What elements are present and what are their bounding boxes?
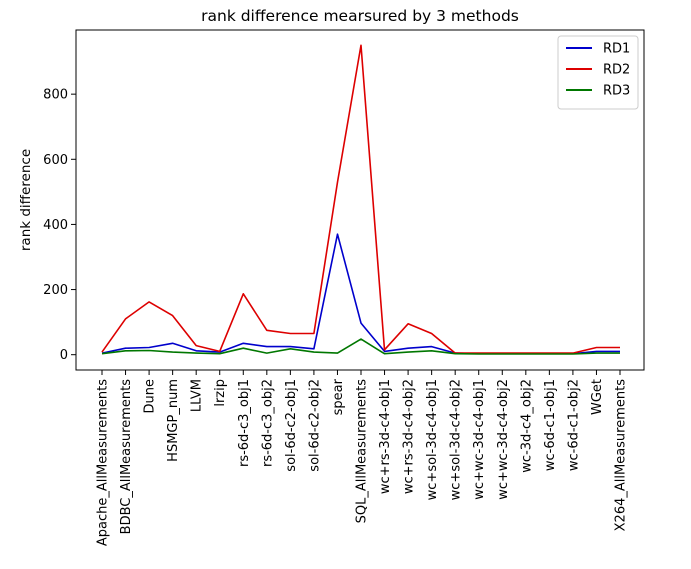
legend-label-rd1: RD1 [603, 42, 630, 57]
legend-label-rd2: RD2 [603, 63, 630, 78]
x-tick-label: LLVM [190, 379, 205, 412]
series-line-rd3 [101, 338, 620, 355]
series-line-rd1 [101, 233, 620, 355]
x-tick-label: HSMGP_num [166, 379, 181, 462]
y-tick-label: 600 [43, 153, 68, 168]
plot-area: 0 200 400 600 800 Apache_AllMeasurements BDBC_… [43, 44, 629, 546]
x-tick-label: rs-6d-c3_obj1 [237, 379, 252, 467]
x-tick-label: wc-6d-c1-obj1 [543, 379, 558, 471]
x-tick-label: sol-6d-c2-obj2 [307, 379, 322, 472]
x-tick-label: WGet [590, 379, 605, 415]
y-tick-label: 0 [60, 348, 68, 363]
x-tick-label: lrzip [213, 379, 228, 407]
y-tick-label: 800 [43, 88, 68, 103]
x-tick-label: spear [331, 378, 346, 415]
y-axis-label: rank difference [18, 149, 34, 251]
x-tick-label: wc+sol-3d-c4-obj2 [449, 379, 464, 500]
x-tick-label: wc+rs-3d-c4-obj1 [378, 379, 393, 494]
x-tick-label: wc+sol-3d-c4-obj1 [425, 379, 440, 500]
series-line-rd2 [101, 44, 620, 354]
x-tick-label: wc-3d-c4_obj2 [519, 379, 534, 473]
x-tick-label: BDBC_AllMeasurements [119, 379, 134, 535]
x-tick-label: rs-6d-c3_obj2 [260, 379, 275, 467]
x-tick-label: X264_AllMeasurements [614, 379, 629, 532]
y-tick-label: 400 [43, 218, 68, 233]
legend: RD1 RD2 RD3 [557, 35, 639, 110]
x-tick-label: wc-6d-c1-obj2 [566, 379, 581, 471]
x-tick-label: SQL_AllMeasurements [355, 379, 370, 524]
legend-label-rd3: RD3 [603, 84, 630, 99]
x-tick-label: wc+wc-3d-c4-obj2 [496, 379, 511, 500]
x-tick-label: Apache_AllMeasurements [96, 379, 111, 546]
y-tick-label: 200 [43, 283, 68, 298]
plot-frame [75, 29, 645, 371]
x-tick-label: Dune [143, 379, 158, 414]
x-tick-label: sol-6d-c2-obj1 [284, 379, 299, 472]
x-tick-label: wc+wc-3d-c4-obj1 [472, 379, 487, 500]
x-tick-label: wc+rs-3d-c4-obj2 [402, 379, 417, 494]
chart-title: rank difference mearsured by 3 methods [201, 7, 519, 25]
